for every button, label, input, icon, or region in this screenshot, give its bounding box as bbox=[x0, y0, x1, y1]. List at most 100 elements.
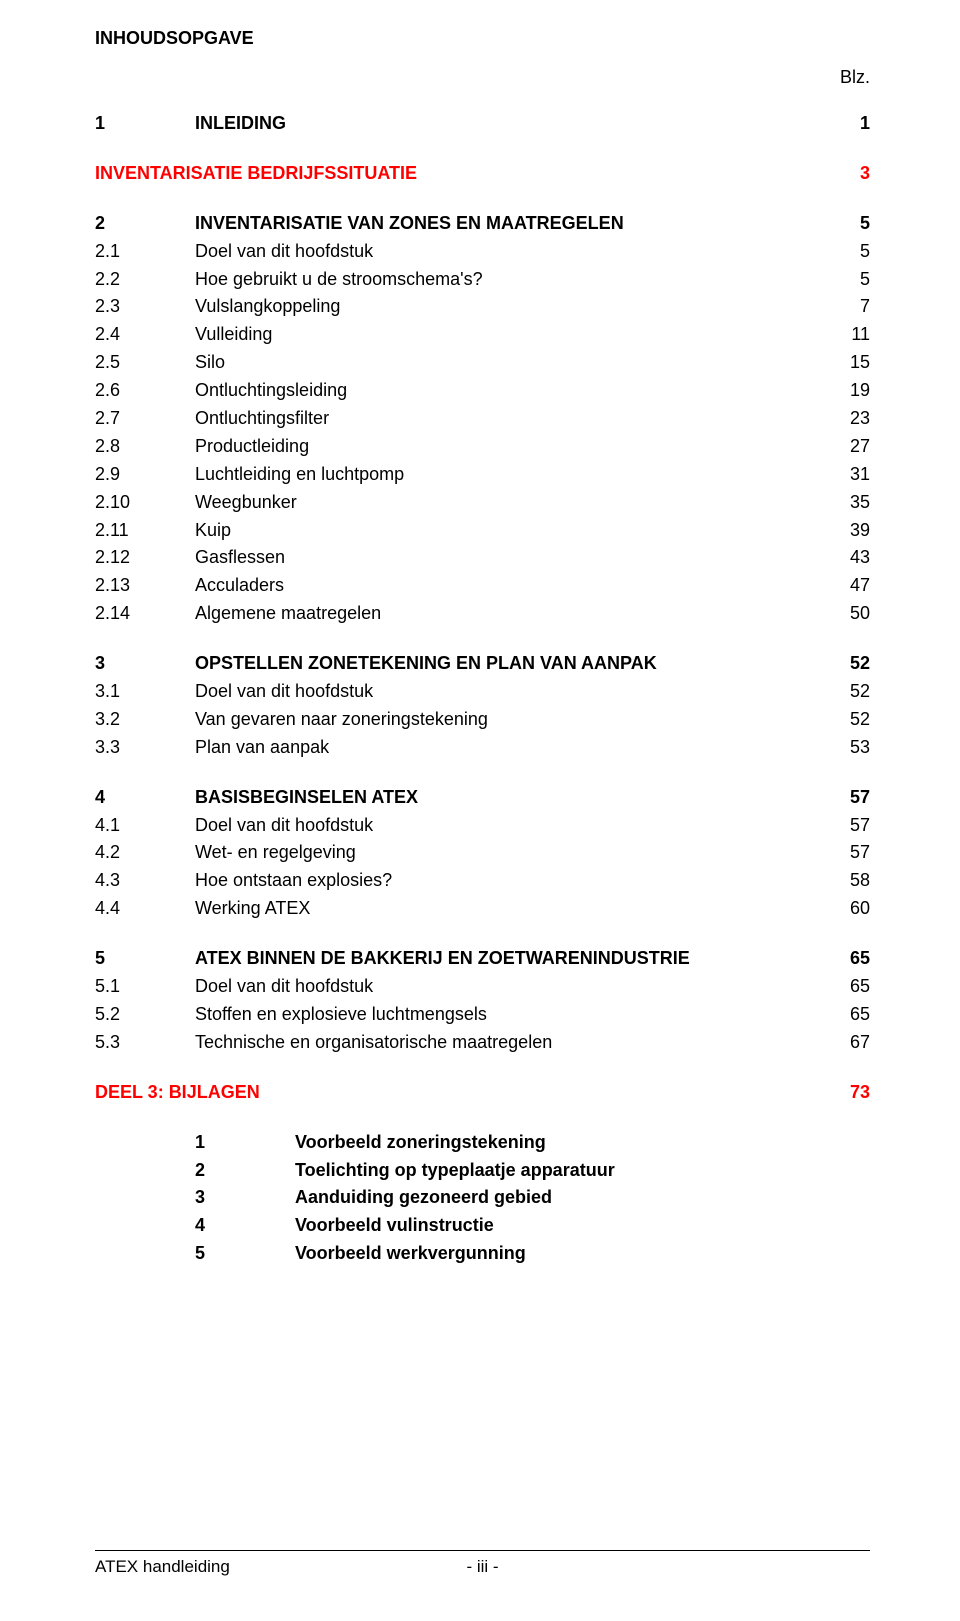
toc-text: BASISBEGINSELEN ATEX bbox=[195, 784, 830, 812]
toc-text: Ontluchtingsleiding bbox=[195, 377, 830, 405]
toc-page: 65 bbox=[830, 1001, 870, 1029]
toc-page: 19 bbox=[830, 377, 870, 405]
toc-number: 4.1 bbox=[95, 812, 195, 840]
bijlage-number: 4 bbox=[195, 1212, 295, 1240]
toc-number: 2.14 bbox=[95, 600, 195, 628]
toc-text: Algemene maatregelen bbox=[195, 600, 830, 628]
toc-row: 4.4Werking ATEX60 bbox=[95, 895, 870, 923]
bijlage-number: 3 bbox=[195, 1184, 295, 1212]
toc-text: INVENTARISATIE VAN ZONES EN MAATREGELEN bbox=[195, 210, 830, 238]
toc-page: 31 bbox=[830, 461, 870, 489]
toc-row: 2.13Acculaders47 bbox=[95, 572, 870, 600]
toc-text: Silo bbox=[195, 349, 830, 377]
toc-row: 5.2Stoffen en explosieve luchtmengsels65 bbox=[95, 1001, 870, 1029]
toc-part-text: INVENTARISATIE BEDRIJFSSITUATIE bbox=[95, 160, 830, 188]
toc-page: 27 bbox=[830, 433, 870, 461]
toc-part-row: DEEL 3: BIJLAGEN73 bbox=[95, 1079, 870, 1107]
toc-page: 67 bbox=[830, 1029, 870, 1057]
toc-number: 2.4 bbox=[95, 321, 195, 349]
bijlage-text: Voorbeeld vulinstructie bbox=[295, 1212, 870, 1240]
toc-row: 2.3Vulslangkoppeling7 bbox=[95, 293, 870, 321]
toc-row: 4.2Wet- en regelgeving57 bbox=[95, 839, 870, 867]
toc-number: 3.2 bbox=[95, 706, 195, 734]
toc-row: 2.14Algemene maatregelen50 bbox=[95, 600, 870, 628]
toc-page: 39 bbox=[830, 517, 870, 545]
bijlage-row: 4Voorbeeld vulinstructie bbox=[95, 1212, 870, 1240]
toc-page: 1 bbox=[830, 110, 870, 138]
toc-page: 43 bbox=[830, 544, 870, 572]
toc-row: 4.3Hoe ontstaan explosies?58 bbox=[95, 867, 870, 895]
toc-text: ATEX BINNEN DE BAKKERIJ EN ZOETWARENINDU… bbox=[195, 945, 830, 973]
toc-page: 23 bbox=[830, 405, 870, 433]
toc-row: 2.12Gasflessen43 bbox=[95, 544, 870, 572]
toc-number: 2.13 bbox=[95, 572, 195, 600]
bijlage-text: Aanduiding gezoneerd gebied bbox=[295, 1184, 870, 1212]
bijlage-text: Toelichting op typeplaatje apparatuur bbox=[295, 1157, 870, 1185]
toc-text: Kuip bbox=[195, 517, 830, 545]
toc-number: 3.1 bbox=[95, 678, 195, 706]
toc-number: 2.3 bbox=[95, 293, 195, 321]
toc-row: 2.7Ontluchtingsfilter23 bbox=[95, 405, 870, 433]
toc-number: 4.3 bbox=[95, 867, 195, 895]
toc-number: 2.10 bbox=[95, 489, 195, 517]
bijlage-row: 3Aanduiding gezoneerd gebied bbox=[95, 1184, 870, 1212]
toc-number: 4.4 bbox=[95, 895, 195, 923]
toc-text: Technische en organisatorische maatregel… bbox=[195, 1029, 830, 1057]
bijlage-row: 1Voorbeeld zoneringstekening bbox=[95, 1129, 870, 1157]
toc-page: 47 bbox=[830, 572, 870, 600]
toc-row: 2.2Hoe gebruikt u de stroomschema's?5 bbox=[95, 266, 870, 294]
toc-text: Productleiding bbox=[195, 433, 830, 461]
bijlage-number: 1 bbox=[195, 1129, 295, 1157]
toc-number: 2.1 bbox=[95, 238, 195, 266]
table-of-contents: 1INLEIDING1 INVENTARISATIE BEDRIJFSSITUAT… bbox=[95, 110, 870, 1268]
toc-row: 2.9Luchtleiding en luchtpomp31 bbox=[95, 461, 870, 489]
toc-text: Van gevaren naar zoneringstekening bbox=[195, 706, 830, 734]
toc-number: 5.1 bbox=[95, 973, 195, 1001]
toc-page: 58 bbox=[830, 867, 870, 895]
toc-part-page: 3 bbox=[830, 160, 870, 188]
toc-number: 2.6 bbox=[95, 377, 195, 405]
footer-page-number: - iii - bbox=[466, 1557, 498, 1577]
toc-row: 2.8Productleiding27 bbox=[95, 433, 870, 461]
toc-page: 5 bbox=[830, 266, 870, 294]
toc-row: 2.4Vulleiding11 bbox=[95, 321, 870, 349]
bijlagen-list: 1Voorbeeld zoneringstekening2Toelichting… bbox=[95, 1129, 870, 1268]
toc-page: 65 bbox=[830, 945, 870, 973]
toc-text: Werking ATEX bbox=[195, 895, 830, 923]
toc-page: 60 bbox=[830, 895, 870, 923]
toc-page: 53 bbox=[830, 734, 870, 762]
toc-page: 57 bbox=[830, 812, 870, 840]
toc-number: 5.3 bbox=[95, 1029, 195, 1057]
toc-text: Doel van dit hoofdstuk bbox=[195, 678, 830, 706]
toc-number: 2.7 bbox=[95, 405, 195, 433]
bijlage-text: Voorbeeld werkvergunning bbox=[295, 1240, 870, 1268]
bijlage-row: 5Voorbeeld werkvergunning bbox=[95, 1240, 870, 1268]
bijlage-number: 2 bbox=[195, 1157, 295, 1185]
page-title: INHOUDSOPGAVE bbox=[95, 28, 870, 49]
toc-text: OPSTELLEN ZONETEKENING EN PLAN VAN AANPA… bbox=[195, 650, 830, 678]
toc-number: 2.8 bbox=[95, 433, 195, 461]
page-footer: ATEX handleiding - iii - bbox=[95, 1550, 870, 1577]
toc-page: 15 bbox=[830, 349, 870, 377]
bijlage-text: Voorbeeld zoneringstekening bbox=[295, 1129, 870, 1157]
toc-text: Vulslangkoppeling bbox=[195, 293, 830, 321]
toc-text: Gasflessen bbox=[195, 544, 830, 572]
toc-row: 5.1Doel van dit hoofdstuk65 bbox=[95, 973, 870, 1001]
toc-text: Hoe gebruikt u de stroomschema's? bbox=[195, 266, 830, 294]
toc-row: 2.5Silo15 bbox=[95, 349, 870, 377]
toc-number: 1 bbox=[95, 110, 195, 138]
toc-part-row: INVENTARISATIE BEDRIJFSSITUATIE3 bbox=[95, 160, 870, 188]
toc-number: 3.3 bbox=[95, 734, 195, 762]
toc-number: 5.2 bbox=[95, 1001, 195, 1029]
toc-row: 3.2Van gevaren naar zoneringstekening52 bbox=[95, 706, 870, 734]
toc-page: 52 bbox=[830, 706, 870, 734]
toc-text: Doel van dit hoofdstuk bbox=[195, 238, 830, 266]
toc-row: 4.1Doel van dit hoofdstuk57 bbox=[95, 812, 870, 840]
toc-page: 7 bbox=[830, 293, 870, 321]
toc-row: 4BASISBEGINSELEN ATEX57 bbox=[95, 784, 870, 812]
toc-row: 2.11Kuip39 bbox=[95, 517, 870, 545]
toc-page: 50 bbox=[830, 600, 870, 628]
toc-row: 1INLEIDING1 bbox=[95, 110, 870, 138]
toc-text: Vulleiding bbox=[195, 321, 830, 349]
toc-number: 5 bbox=[95, 945, 195, 973]
